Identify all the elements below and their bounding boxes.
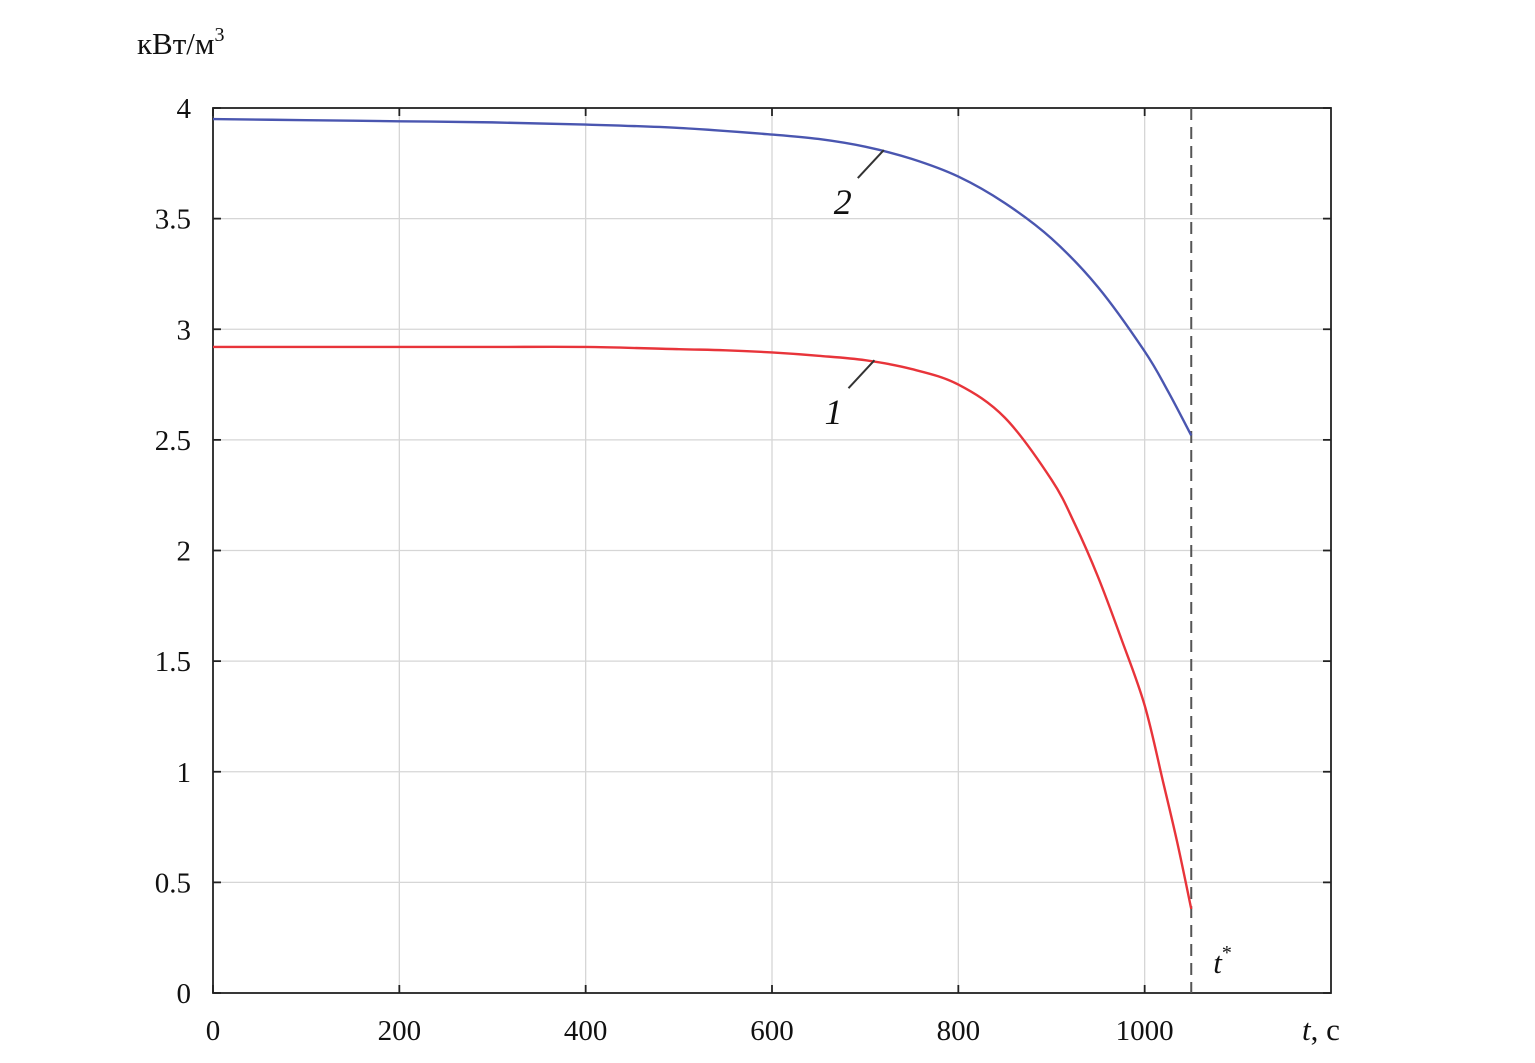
y-tick-label: 3 [177, 314, 192, 346]
y-tick-label: 0.5 [155, 867, 191, 899]
y-tick-label: 2 [177, 536, 192, 568]
marker-layer: t* [1190, 108, 1232, 993]
x-axis-label: t, с [1302, 1012, 1340, 1047]
y-tick-label: 0 [177, 978, 192, 1010]
x-tick-label: 1000 [1116, 1015, 1174, 1047]
y-tick-label: 1.5 [155, 646, 191, 678]
x-tick-label: 200 [378, 1015, 422, 1047]
series-2-label: 2 [834, 182, 852, 222]
critical-time-symbol: t [1213, 945, 1223, 980]
y-tick-label: 3.5 [155, 204, 191, 236]
x-tick-label: 0 [206, 1015, 221, 1047]
grid-layer [213, 108, 1331, 993]
y-axis-unit-text: кВт/м [137, 26, 215, 61]
y-axis-unit: кВт/м3 [137, 24, 225, 61]
series-1-label: 1 [824, 392, 842, 432]
series-layer: 12 [212, 117, 1193, 910]
critical-time-superscript: * [1222, 942, 1232, 964]
series-2-leader-line [857, 149, 885, 179]
x-tick-label: 400 [564, 1015, 608, 1047]
x-tick-labels: 0 200 400 600 800 1000 [206, 1015, 1174, 1047]
y-tick-label: 4 [177, 93, 192, 125]
series-2-line [212, 117, 1193, 437]
y-tick-label: 1 [177, 757, 192, 789]
series-1-line [213, 345, 1193, 910]
y-tick-label: 2.5 [155, 425, 191, 457]
x-tick-label: 600 [750, 1015, 794, 1047]
x-tick-label: 800 [937, 1015, 981, 1047]
y-axis-unit-superscript: 3 [215, 24, 225, 46]
y-tick-labels: 0 0.5 1 1.5 2 2.5 3 3.5 4 [155, 93, 192, 1010]
critical-time-marker-label: t* [1213, 942, 1232, 980]
x-axis-unit: , с [1311, 1012, 1340, 1047]
series-1-leader-line [847, 359, 876, 389]
x-axis-variable: t [1302, 1012, 1312, 1047]
tick-layer [212, 107, 1331, 994]
